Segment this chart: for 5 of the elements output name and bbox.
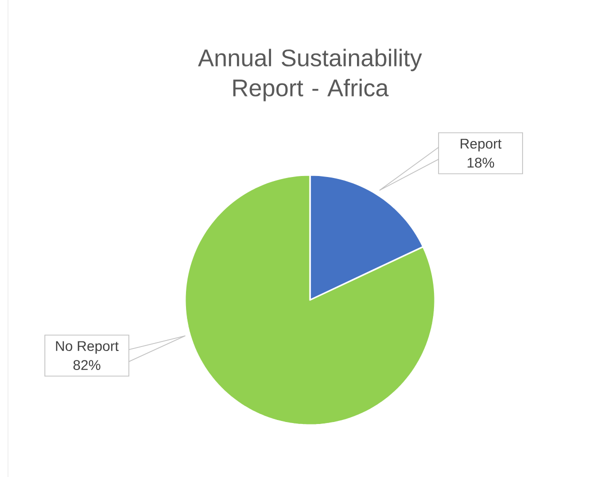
slice-label: No Report xyxy=(56,341,119,354)
chart-title: Annual Sustainability Report - Africa xyxy=(198,48,422,102)
data-label: 82% xyxy=(73,360,100,370)
slice-label: Report xyxy=(460,138,502,152)
data-label: 18% xyxy=(468,158,494,168)
